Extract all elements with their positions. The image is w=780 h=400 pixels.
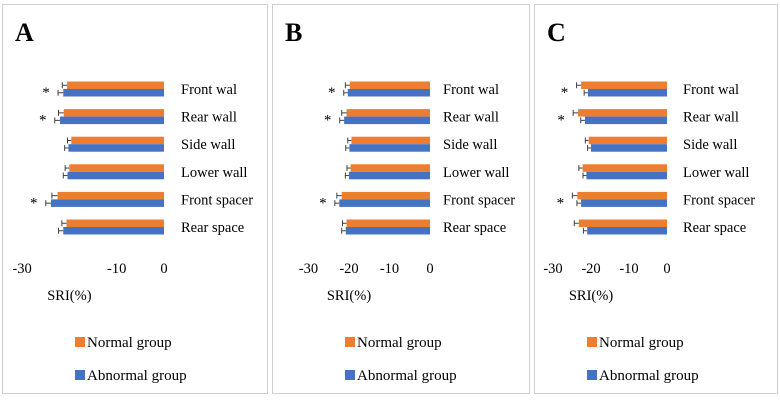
legend-label-normal: Normal group: [357, 335, 442, 351]
category-label: Front spacer: [683, 192, 755, 208]
normal-bar: [69, 164, 164, 172]
normal-bar: [346, 219, 430, 227]
significance-star: *: [319, 195, 327, 211]
abnormal-bar: [587, 227, 667, 235]
abnormal-bar: [63, 89, 164, 97]
normal-bar: [67, 81, 164, 89]
category-label: Rear space: [683, 220, 746, 236]
legend-swatch-abnormal: [587, 370, 597, 380]
category-label: Front wal: [181, 82, 237, 98]
x-tick-label: -20: [581, 261, 600, 277]
chart-panel-b: B * Front wal * Rear wall Side wall Lower wall…: [272, 4, 530, 394]
category-label: Rear wall: [181, 110, 237, 126]
legend-swatch-normal: [587, 337, 597, 347]
chart-panel-a: A * Front wal * Rear wall Side wall Lower wall…: [2, 4, 268, 394]
abnormal-bar: [63, 227, 164, 235]
category-label: Rear space: [443, 220, 506, 236]
significance-star: *: [557, 195, 565, 211]
legend-label-normal: Normal group: [599, 335, 684, 351]
x-tick-label: -30: [543, 261, 562, 277]
x-tick-label: -10: [380, 261, 399, 277]
category-label: Lower wall: [683, 165, 749, 181]
legend-label-abnormal: Abnormal group: [357, 368, 457, 384]
x-tick-label: -10: [619, 261, 638, 277]
category-label: Front spacer: [181, 192, 253, 208]
chart-c-svg: C * Front wal * Rear wall Side wall Lower wall…: [543, 18, 755, 384]
legend-swatch-normal: [345, 337, 355, 347]
x-axis-title: SRI(%): [47, 288, 91, 304]
chart-panel-c: C * Front wal * Rear wall Side wall Lower wall…: [534, 4, 778, 394]
category-label: Side wall: [443, 137, 497, 153]
category-label: Lower wall: [443, 165, 509, 181]
normal-bar: [341, 191, 430, 200]
x-tick-label: -20: [339, 261, 358, 277]
x-tick-label: 0: [426, 261, 433, 277]
normal-bar: [581, 81, 667, 89]
normal-bar: [66, 219, 164, 227]
legend-label-normal: Normal group: [87, 335, 172, 351]
panel-label: C: [547, 18, 566, 47]
normal-bar: [63, 109, 164, 117]
abnormal-bar: [339, 199, 430, 207]
panel-label: A: [15, 18, 34, 47]
x-tick-label: -10: [107, 261, 126, 277]
legend-label-abnormal: Abnormal group: [87, 368, 187, 384]
abnormal-bar: [581, 199, 667, 207]
abnormal-bar: [344, 116, 430, 125]
normal-bar: [349, 81, 430, 89]
category-label: Rear space: [181, 220, 244, 236]
category-label: Front spacer: [443, 192, 515, 208]
normal-bar: [71, 136, 164, 145]
x-tick-label: -30: [299, 261, 318, 277]
category-label: Front wal: [443, 82, 499, 98]
normal-bar: [582, 164, 667, 172]
abnormal-bar: [50, 199, 164, 207]
category-label: Rear wall: [683, 110, 739, 126]
abnormal-bar: [349, 144, 430, 152]
panel-label: B: [285, 18, 302, 47]
abnormal-bar: [584, 116, 667, 125]
significance-star: *: [557, 113, 565, 129]
abnormal-bar: [67, 171, 164, 180]
abnormal-bar: [59, 116, 164, 125]
category-label: Front wal: [683, 82, 739, 98]
x-axis-title: SRI(%): [569, 288, 613, 304]
x-tick-label: 0: [160, 261, 167, 277]
normal-bar: [351, 136, 430, 145]
x-tick-label: 0: [663, 261, 670, 277]
significance-star: *: [328, 85, 336, 101]
x-axis-title: SRI(%): [327, 288, 371, 304]
x-tick-label: -30: [12, 261, 31, 277]
abnormal-bar: [587, 89, 667, 97]
significance-star: *: [30, 195, 38, 211]
chart-b-svg: B * Front wal * Rear wall Side wall Lower wall…: [285, 18, 515, 384]
category-label: Side wall: [181, 137, 235, 153]
legend-label-abnormal: Abnormal group: [599, 368, 699, 384]
category-label: Lower wall: [181, 165, 247, 181]
normal-bar: [577, 191, 667, 200]
significance-star: *: [561, 85, 569, 101]
abnormal-bar: [347, 89, 430, 97]
significance-star: *: [39, 113, 47, 129]
chart-a-svg: A * Front wal * Rear wall Side wall Lower wall…: [12, 18, 253, 384]
legend-swatch-abnormal: [75, 370, 85, 380]
significance-star: *: [324, 113, 332, 129]
normal-bar: [578, 109, 667, 117]
normal-bar: [57, 191, 165, 200]
category-label: Side wall: [683, 137, 737, 153]
normal-bar: [346, 109, 430, 117]
normal-bar: [578, 219, 667, 227]
significance-star: *: [42, 85, 50, 101]
normal-bar: [588, 136, 667, 145]
category-label: Rear wall: [443, 110, 499, 126]
abnormal-bar: [586, 171, 667, 180]
legend-swatch-normal: [75, 337, 85, 347]
abnormal-bar: [68, 144, 164, 152]
legend-swatch-abnormal: [345, 370, 355, 380]
normal-bar: [350, 164, 430, 172]
abnormal-bar: [591, 144, 667, 152]
abnormal-bar: [345, 227, 430, 235]
abnormal-bar: [349, 171, 430, 180]
